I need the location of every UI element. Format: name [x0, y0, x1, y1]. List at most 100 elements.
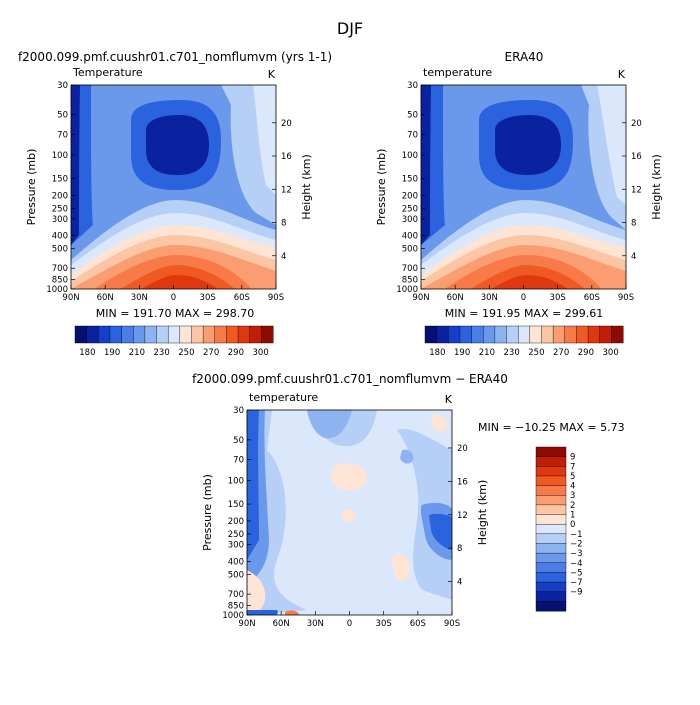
- panel-difference-colorbar-swatch: [535, 543, 567, 554]
- panel-difference-xtick-label: 90N: [238, 619, 255, 629]
- panel-era40-colorbar-swatch: [576, 325, 589, 344]
- panel-era40-ytick-label: 1000: [396, 285, 418, 295]
- panel-difference-ylabel: Pressure (mb): [201, 474, 214, 551]
- panel-model-xtick-label: 60N: [97, 293, 114, 303]
- panel-difference-ytick-label: 150: [228, 500, 244, 510]
- panel-difference-ytick-label: 250: [228, 530, 244, 540]
- panel-era40-xtick-label: 0: [521, 293, 526, 303]
- panel-era40-colorbar-label: 250: [528, 348, 544, 358]
- panel-model-colorbar-swatch: [202, 325, 216, 344]
- panel-era40-ytick-label: 100: [402, 151, 418, 161]
- panel-era40-xtick-label: 90N: [412, 293, 429, 303]
- panel-model-ytick-right-label: 12: [281, 185, 292, 195]
- panel-difference-xtick-label: 90S: [444, 619, 460, 629]
- panel-era40: ERA40 temperature K 305: [375, 50, 663, 358]
- panel-era40-colorbar-swatch: [611, 325, 624, 344]
- panel-difference-xtick-label: 0: [347, 619, 352, 629]
- panel-difference-units: K: [445, 393, 453, 406]
- panel-difference-xtick-label: 30N: [307, 619, 324, 629]
- panel-difference-colorbar-swatch: [535, 552, 567, 564]
- panel-model-colorbar-swatch: [133, 325, 146, 344]
- panel-model-colorbar-swatch: [74, 325, 88, 344]
- panel-difference-colorbar-label: −4: [570, 559, 583, 569]
- panel-difference-ytick-right-label: 20: [457, 444, 468, 454]
- panel-difference-colorbar-swatch: [535, 446, 567, 458]
- panel-model-colorbar-swatch: [237, 325, 251, 344]
- panel-difference-colorbar-label: 7: [570, 462, 575, 472]
- panel-model-colorbar: 180 190 210 230 250 270 290 300: [74, 325, 274, 358]
- panel-model-colorbar-swatch: [109, 325, 123, 344]
- panel-difference-colorbar-swatch: [535, 456, 567, 467]
- panel-model-colorbar-swatch: [167, 325, 181, 344]
- panel-model-xtick-label: 30N: [131, 293, 148, 303]
- panel-model-ytick-label: 30: [57, 81, 68, 91]
- panel-era40-xtick-label: 90S: [618, 293, 634, 303]
- panel-model-ytick-label: 150: [52, 175, 68, 185]
- panel-model: f2000.099.pmf.cuushr01.c701_nomflumvm (y…: [18, 50, 332, 358]
- panel-era40-ytick-label: 30: [407, 81, 418, 91]
- panel-era40-ytick-label: 150: [402, 175, 418, 185]
- panel-model-xtick-label: 0: [171, 293, 176, 303]
- panel-model-colorbar-label: 210: [129, 348, 145, 358]
- panel-era40-ytick-label: 700: [402, 264, 418, 274]
- panel-era40-ytick-label: 50: [407, 111, 418, 121]
- panel-difference-colorbar-swatch: [535, 572, 567, 583]
- panel-model-xtick-label: 30S: [200, 293, 216, 303]
- panel-difference-ytick-label: 100: [228, 476, 244, 486]
- panel-model-xtick-label: 60S: [234, 293, 250, 303]
- panel-era40-colorbar-label: 210: [479, 348, 495, 358]
- panel-difference-colorbar-label: −5: [570, 568, 583, 578]
- panel-model-colorbar-label: 250: [178, 348, 194, 358]
- panel-model-ytick-right-label: 8: [281, 219, 286, 229]
- panel-era40-minmax: MIN = 191.95 MAX = 299.61: [445, 307, 603, 320]
- panel-difference-colorbar-label: 2: [570, 501, 575, 511]
- panel-model-colorbar-swatch: [261, 325, 274, 344]
- panel-model-colorbar-swatch: [226, 325, 239, 344]
- panel-era40-ytick-label: 400: [402, 232, 418, 242]
- panel-difference-colorbar-label: 4: [570, 482, 575, 492]
- panel-model-colorbar-swatch: [179, 325, 192, 344]
- panel-difference-ytick-label: 200: [228, 517, 244, 527]
- panel-difference-colorbar-swatch: [535, 466, 567, 477]
- panel-difference-field: [247, 410, 452, 615]
- panel-era40-units: K: [618, 68, 626, 81]
- panel-difference-colorbar-swatch: [535, 514, 567, 525]
- panel-model-colorbar-label: 300: [253, 348, 269, 358]
- panel-era40-xtick-label: 60S: [584, 293, 600, 303]
- panel-era40-colorbar-label: 270: [553, 348, 569, 358]
- panel-era40-colorbar-swatch: [483, 325, 496, 344]
- figure-title: DJF: [337, 19, 363, 38]
- panel-era40-ytick-label: 70: [407, 130, 418, 140]
- panel-era40-colorbar-label: 290: [578, 348, 594, 358]
- panel-model-colorbar-swatch: [98, 325, 111, 344]
- panel-model-colorbar-swatch: [144, 325, 158, 344]
- panel-era40-ylabel-right: Height (km): [650, 154, 663, 220]
- panel-era40-ytick-label: 500: [402, 245, 418, 255]
- panel-difference-colorbar-label: −2: [570, 539, 583, 549]
- panel-era40-ytick-label: 300: [402, 215, 418, 225]
- panel-model-colorbar-label: 290: [228, 348, 244, 358]
- panel-era40-ytick-right-label: 20: [631, 119, 642, 129]
- panel-model-ytick-label: 100: [52, 151, 68, 161]
- panel-era40-colorbar: 180 190 210 230 250 270 290 300: [424, 325, 624, 358]
- panel-model-ytick-label: 70: [57, 130, 68, 140]
- panel-difference-colorbar-label: 1: [570, 511, 575, 521]
- panel-difference-ytick-label: 500: [228, 570, 244, 580]
- panel-era40-colorbar-swatch: [599, 325, 612, 344]
- panel-era40-colorbar-label: 230: [504, 348, 520, 358]
- panel-era40-colorbar-label: 190: [454, 348, 470, 358]
- panel-era40-ytick-right-label: 8: [631, 219, 636, 229]
- panel-era40-colorbar-swatch: [564, 325, 577, 344]
- panel-difference-colorbar-swatch: [535, 485, 567, 496]
- panel-difference-ytick-right-label: 12: [457, 511, 468, 521]
- panel-era40-title: ERA40: [505, 50, 544, 64]
- panel-model-units: K: [268, 68, 276, 81]
- panel-model-ylabel-right: Height (km): [300, 154, 313, 220]
- panel-era40-colorbar-swatch: [424, 325, 438, 344]
- panel-era40-colorbar-swatch: [529, 325, 542, 344]
- panel-difference-ytick-right-label: 4: [457, 578, 462, 588]
- panel-model-variable-label: Temperature: [72, 66, 143, 79]
- panel-era40-ytick-right-label: 4: [631, 252, 636, 262]
